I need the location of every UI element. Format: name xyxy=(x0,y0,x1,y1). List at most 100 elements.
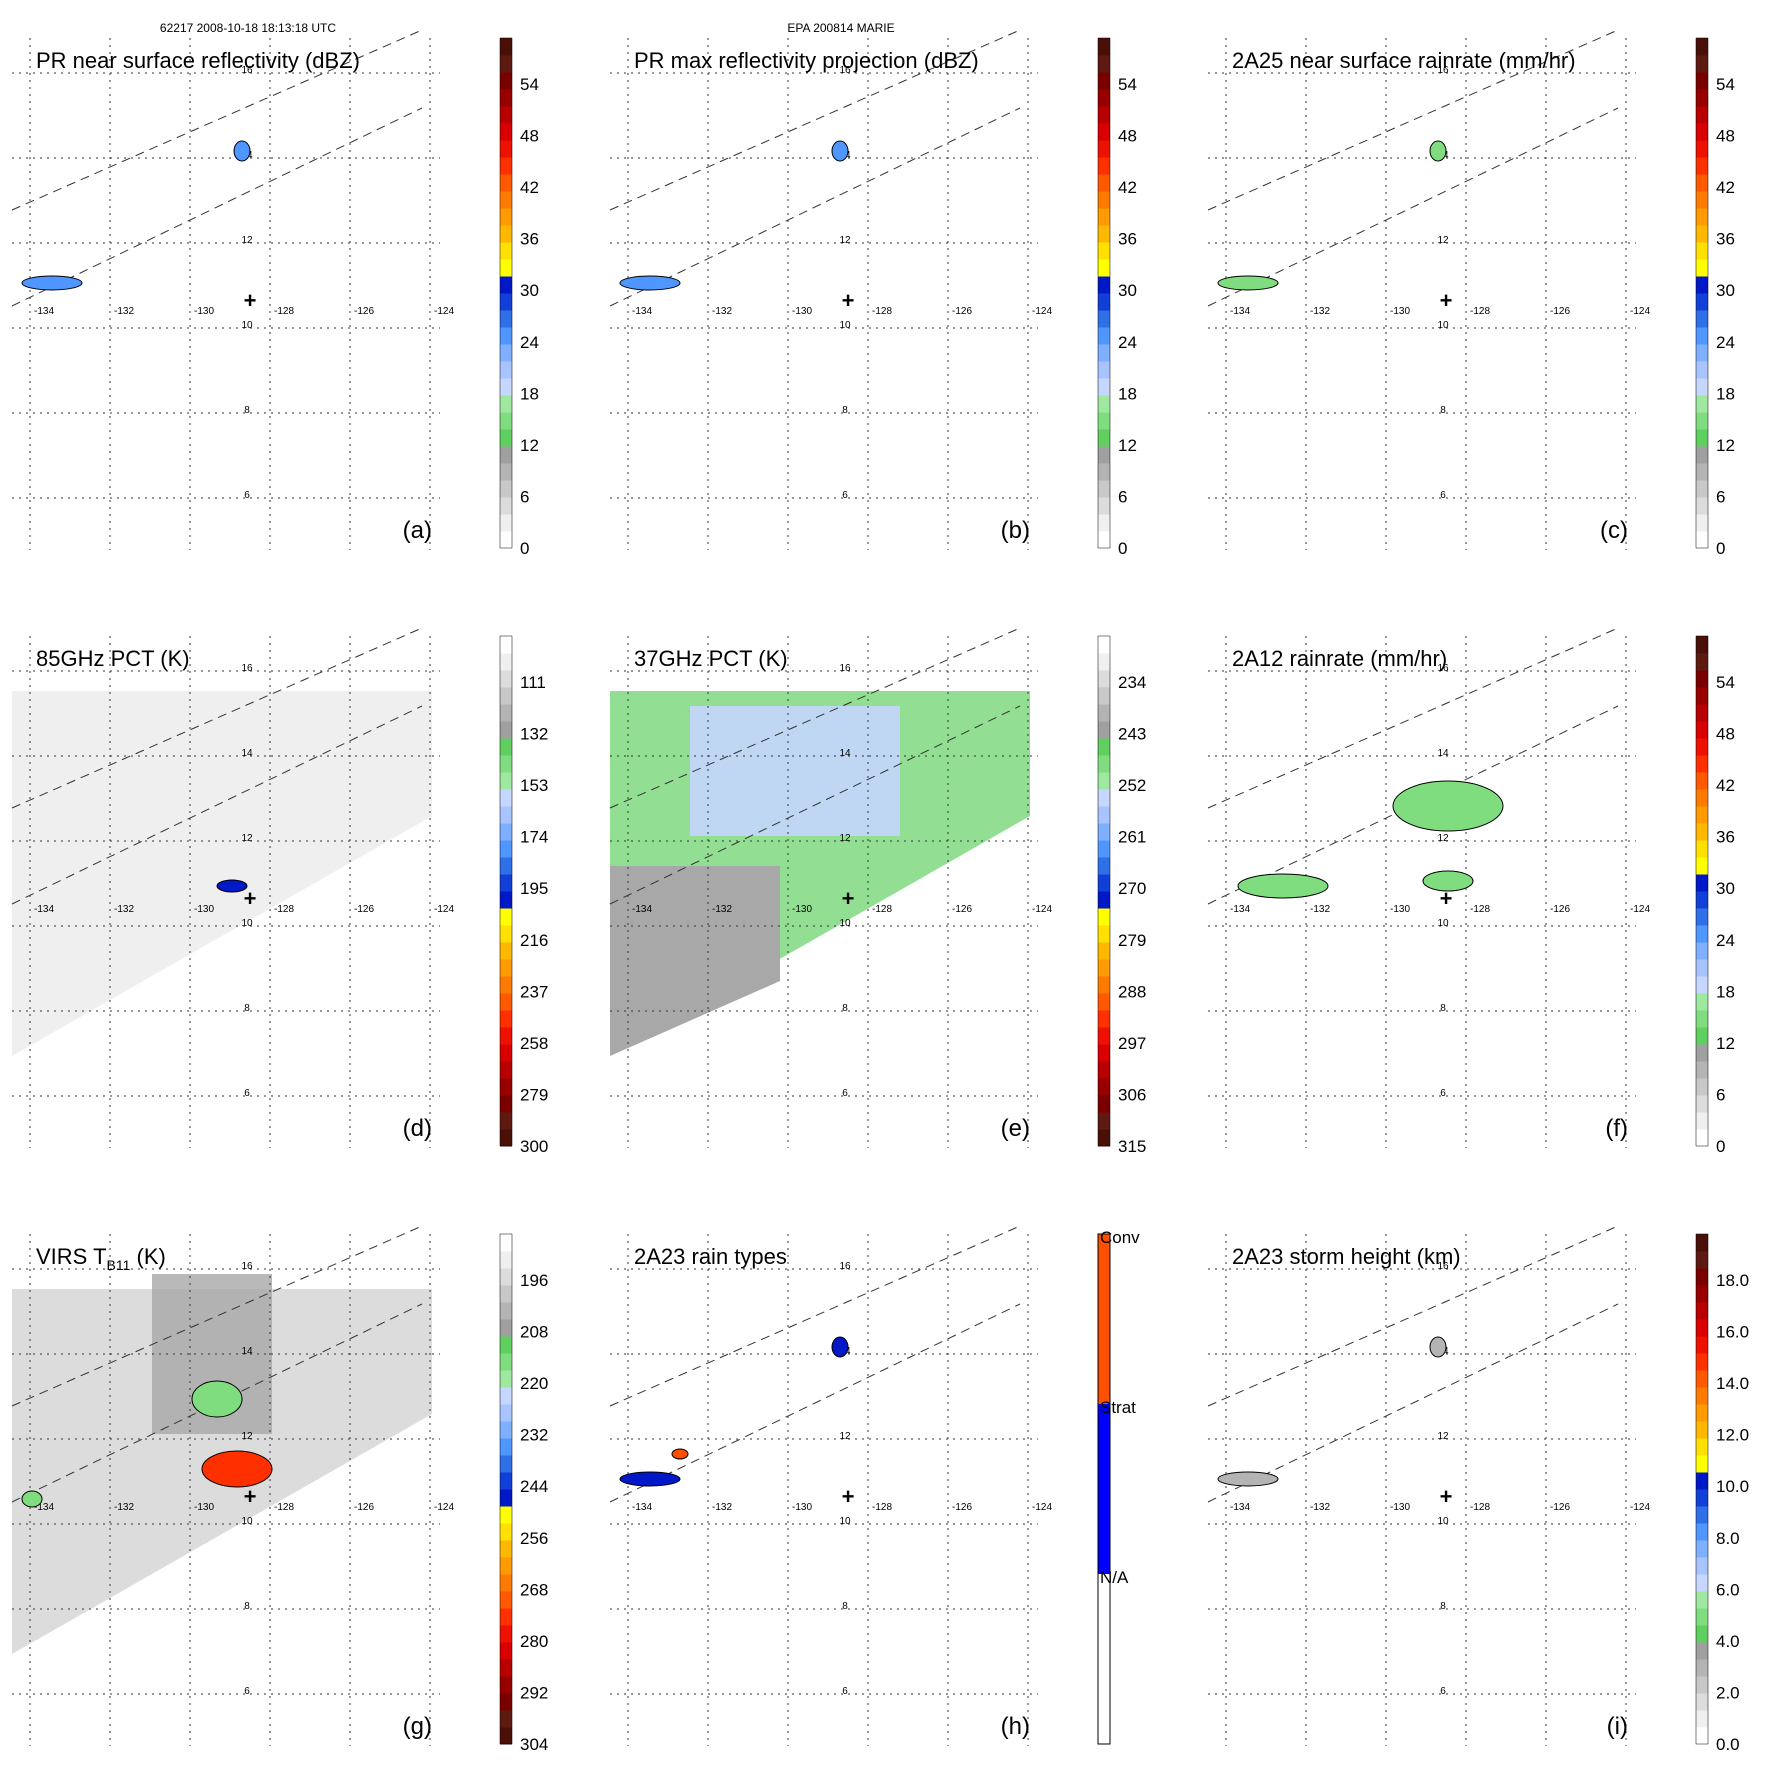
colorbar-segment xyxy=(1098,925,1110,943)
colorbar-tick-label: 42 xyxy=(1716,178,1735,197)
colorbar-segment xyxy=(500,514,512,532)
colorbar-segment xyxy=(500,1404,512,1422)
colorbar-segment xyxy=(500,361,512,379)
colorbar-segment xyxy=(1098,1404,1110,1574)
lat-tick-label: 16 xyxy=(839,1261,851,1272)
panel-label: (i) xyxy=(1607,1713,1628,1740)
colorbar-tick-label: 36 xyxy=(1118,230,1137,249)
colorbar-segment xyxy=(1696,395,1708,413)
lon-tick-label: -124 xyxy=(1032,306,1052,317)
colorbar-tick-label: 18.0 xyxy=(1716,1271,1749,1290)
colorbar-segment xyxy=(500,959,512,977)
colorbar-segment xyxy=(1696,89,1708,107)
lat-tick-label: 10 xyxy=(241,1516,253,1527)
storm-center-marker: + xyxy=(842,886,855,911)
colorbar-segment xyxy=(500,1302,512,1320)
colorbar-segment xyxy=(1098,738,1110,756)
colorbar-segment xyxy=(1696,55,1708,73)
lon-tick-label: -130 xyxy=(1390,1502,1410,1513)
colorbar-segment xyxy=(1696,531,1708,549)
colorbar-tick-label: 153 xyxy=(520,776,548,795)
colorbar-segment xyxy=(1696,653,1708,671)
lat-tick-label: 12 xyxy=(1437,833,1449,844)
colorbar-segment xyxy=(500,1095,512,1113)
colorbar-segment xyxy=(1098,755,1110,773)
lat-tick-label: 16 xyxy=(241,65,253,76)
colorbar-tick-label: 48 xyxy=(520,127,539,146)
colorbar-segment xyxy=(500,1268,512,1286)
colorbar-segment xyxy=(500,976,512,994)
colorbar-segment xyxy=(500,1693,512,1711)
lat-tick-label: 14 xyxy=(839,748,851,759)
colorbar-segment xyxy=(1098,1112,1110,1130)
colorbar-segment xyxy=(500,38,512,56)
colorbar-frame xyxy=(499,37,513,549)
colorbar-segment xyxy=(1696,1319,1708,1337)
colorbar-segment xyxy=(1098,480,1110,498)
lon-tick-label: -132 xyxy=(114,904,134,915)
colorbar-tick-label: 258 xyxy=(520,1034,548,1053)
colorbar-segment xyxy=(500,429,512,447)
panel-d: -134 -132 -130 -128 -126 -124 16 14 12 10 8 6 +85GHz… xyxy=(11,627,548,1156)
colorbar-tick-label: 18 xyxy=(1118,384,1137,403)
colorbar-segment xyxy=(1098,993,1110,1011)
lon-tick-label: -128 xyxy=(1470,306,1490,317)
colorbar-segment xyxy=(1696,1336,1708,1354)
cloud-region xyxy=(152,1274,272,1434)
colorbar-segment xyxy=(1696,1268,1708,1286)
colorbar-segment xyxy=(1696,38,1708,56)
colorbar-segment xyxy=(1696,789,1708,807)
colorbar-tick-label: 256 xyxy=(520,1529,548,1548)
lon-tick-label: -134 xyxy=(34,904,54,915)
colorbar-segment xyxy=(1696,755,1708,773)
lat-tick-label: 12 xyxy=(241,833,253,844)
colorbar-segment xyxy=(500,1727,512,1745)
lon-tick-label: -126 xyxy=(952,1502,972,1513)
rain-echo xyxy=(21,1490,43,1508)
lon-tick-label: -128 xyxy=(872,1502,892,1513)
lat-tick-label: 16 xyxy=(1437,1261,1449,1272)
colorbar-tick-label: 8.0 xyxy=(1716,1529,1740,1548)
colorbar-segment xyxy=(1696,1557,1708,1575)
lon-tick-label: -126 xyxy=(952,306,972,317)
lat-tick-label: 12 xyxy=(241,1431,253,1442)
panel-label: (g) xyxy=(403,1713,432,1740)
colorbar-segment xyxy=(1696,429,1708,447)
colorbar-segment xyxy=(1098,1234,1110,1404)
colorbar-tick-label: 54 xyxy=(520,75,539,94)
colorbar-segment xyxy=(500,174,512,192)
lat-tick-label: 10 xyxy=(241,320,253,331)
lon-tick-label: -124 xyxy=(434,904,454,915)
cold-region xyxy=(690,706,900,836)
colorbar-segment xyxy=(1696,1010,1708,1028)
colorbar-segment xyxy=(1696,1285,1708,1303)
colorbar-tick-label: 36 xyxy=(1716,828,1735,847)
colorbar-segment xyxy=(1696,123,1708,141)
colorbar-segment xyxy=(500,378,512,396)
colorbar-tick-label: 261 xyxy=(1118,828,1146,847)
rain-echo xyxy=(619,275,681,291)
lon-tick-label: -124 xyxy=(1630,306,1650,317)
rain-echo xyxy=(1217,1471,1279,1487)
colorbar-tick-label: 232 xyxy=(520,1426,548,1445)
colorbar-segment xyxy=(1098,344,1110,362)
colorbar-segment xyxy=(500,463,512,481)
lon-tick-label: -124 xyxy=(1630,904,1650,915)
lon-tick-label: -126 xyxy=(354,1502,374,1513)
colorbar-tick-label: 30 xyxy=(1716,281,1735,300)
panel-title: 37GHz PCT (K) xyxy=(634,646,788,671)
colorbar-tick-label: 252 xyxy=(1118,776,1146,795)
storm-center-marker: + xyxy=(1440,886,1453,911)
lat-tick-label: 16 xyxy=(839,663,851,674)
lon-tick-label: -134 xyxy=(632,306,652,317)
colorbar-segment xyxy=(1098,55,1110,73)
colorbar-frame xyxy=(1695,635,1709,1147)
panel-title: PR near surface reflectivity (dBZ) xyxy=(36,48,360,73)
colorbar-segment xyxy=(1098,636,1110,654)
colorbar-tick-label: 304 xyxy=(520,1735,548,1754)
colorbar-frame xyxy=(499,635,513,1147)
colorbar-segment xyxy=(500,1078,512,1096)
rain-echo xyxy=(671,1448,689,1460)
colorbar-segment xyxy=(1696,1112,1708,1130)
lon-tick-label: -128 xyxy=(274,904,294,915)
